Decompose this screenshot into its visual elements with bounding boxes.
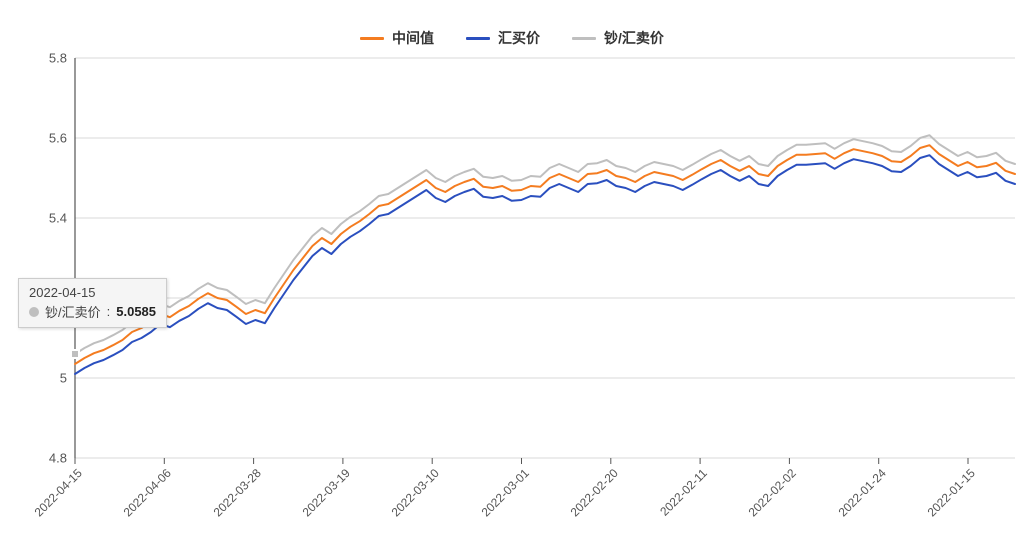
legend-item[interactable]: 中间值 [360, 28, 434, 48]
x-tick-label: 2022-03-19 [299, 466, 352, 519]
x-tick-label: 2022-03-28 [210, 466, 263, 519]
legend-label: 钞/汇卖价 [604, 28, 664, 48]
x-tick-label: 2022-02-11 [657, 466, 710, 519]
y-tick-label: 5 [60, 371, 67, 386]
tooltip-dot-icon [29, 307, 39, 317]
y-tick-label: 5.8 [49, 51, 67, 66]
x-tick-label: 2022-01-24 [835, 466, 888, 519]
legend-item[interactable]: 钞/汇卖价 [572, 28, 664, 48]
x-tick-label: 2022-04-06 [121, 466, 174, 519]
x-tick-label: 2022-02-20 [567, 466, 620, 519]
legend-label: 中间值 [392, 28, 434, 48]
hover-marker-icon [70, 349, 80, 359]
x-tick-label: 2022-03-01 [478, 466, 531, 519]
plot-svg [75, 58, 1015, 458]
legend-swatch-icon [466, 37, 490, 40]
series-line [75, 155, 1015, 374]
x-tick-label: 2022-02-02 [746, 466, 799, 519]
exchange-rate-chart: 中间值汇买价钞/汇卖价 4.855.25.45.65.82022-04-1520… [0, 0, 1024, 537]
legend: 中间值 汇买价 钞/汇卖价 [0, 28, 1024, 48]
x-tick-label: 2022-01-15 [925, 466, 978, 519]
x-tick-label: 2022-04-15 [32, 466, 85, 519]
plot-area[interactable]: 4.855.25.45.65.82022-04-152022-04-062022… [75, 58, 1015, 458]
y-tick-label: 5.6 [49, 131, 67, 146]
x-tick-label: 2022-03-10 [389, 466, 442, 519]
y-tick-label: 5.2 [49, 291, 67, 306]
series-line [75, 135, 1015, 354]
legend-swatch-icon [572, 37, 596, 40]
legend-label: 汇买价 [498, 28, 540, 48]
y-tick-label: 5.4 [49, 211, 67, 226]
y-tick-label: 4.8 [49, 451, 67, 466]
legend-item[interactable]: 汇买价 [466, 28, 540, 48]
series-line [75, 145, 1015, 364]
legend-swatch-icon [360, 37, 384, 40]
